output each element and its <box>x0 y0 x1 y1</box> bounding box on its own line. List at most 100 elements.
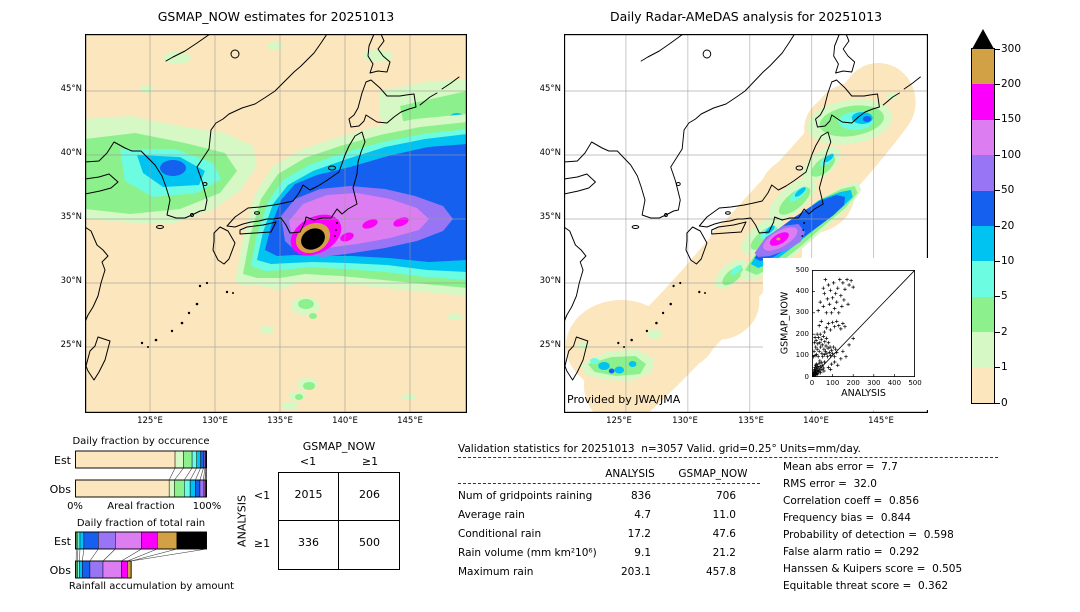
scatter-point <box>847 343 851 347</box>
precip-south-dots <box>260 297 463 410</box>
bar-segment <box>82 560 91 579</box>
scatter-point <box>845 277 849 282</box>
validation-col-analysis: ANALYSIS <box>605 468 655 480</box>
inset-xlabel: ANALYSIS <box>841 388 886 399</box>
occurrence-title: Daily fraction by occurence <box>72 436 210 447</box>
colorbar-tick-label: 300 <box>1001 42 1022 55</box>
colorbar-segment <box>972 119 994 156</box>
lon-tick-label: 130°E <box>672 416 698 426</box>
colorbar-overflow-triangle <box>972 29 994 49</box>
scatter-point <box>828 367 833 372</box>
contingency-cell-10: 336 <box>298 536 319 549</box>
scatter-point <box>829 362 834 366</box>
validation-title-rule <box>458 457 998 458</box>
scatter-point <box>835 286 840 290</box>
flow-connector <box>204 467 206 481</box>
credit-label: Provided by JWA/JMA <box>567 393 681 406</box>
occurrence-xlabel: Areal fraction <box>107 501 175 512</box>
scatter-point <box>830 320 835 325</box>
occurrence-x-max: 100% <box>192 501 222 512</box>
colorbar-tick-label: 5 <box>1001 290 1008 303</box>
bar-segment <box>184 479 191 498</box>
scatter-point <box>818 332 823 336</box>
bar-segment <box>174 450 184 469</box>
bar-segment <box>77 531 81 550</box>
scatter-point <box>827 302 832 307</box>
scatter-inset <box>812 270 915 377</box>
bar-segment <box>203 450 206 469</box>
lat-tick-label: 35°N <box>539 212 561 222</box>
bar-segment <box>83 531 99 550</box>
lat-tick-label: 25°N <box>539 340 561 350</box>
scatter-point <box>835 363 840 368</box>
bar-segment <box>75 450 176 469</box>
scatter-point <box>824 344 828 348</box>
scatter-point <box>816 335 821 340</box>
scatter-point <box>822 339 827 344</box>
validation-gsmap-value: 11.0 <box>712 509 736 521</box>
colorbar-tick <box>995 367 1000 369</box>
scatter-point <box>833 347 838 351</box>
okinawa-rain <box>577 329 663 381</box>
scatter-point <box>813 335 817 340</box>
scatter-point <box>821 304 826 309</box>
colorbar-tick <box>995 225 1000 227</box>
scatter-point <box>819 337 824 342</box>
colorbar-tick <box>995 119 1000 121</box>
scatter-point <box>824 336 829 341</box>
lon-tick-label: 145°E <box>868 416 894 426</box>
scatter-point <box>813 345 818 349</box>
scatter-point <box>815 332 819 336</box>
scatter-point <box>847 283 851 287</box>
scatter-point <box>815 347 819 351</box>
scatter-point <box>818 340 822 345</box>
scatter-point <box>832 354 837 359</box>
bar-segment <box>121 560 128 579</box>
score-line: False alarm ratio = 0.292 <box>783 546 920 558</box>
scatter-point <box>820 343 825 347</box>
scatter-point <box>830 351 835 356</box>
colorbar-frame <box>971 48 995 404</box>
bar-segment <box>77 560 80 579</box>
scatter-point <box>839 327 843 331</box>
scatter-point <box>823 349 828 354</box>
scatter-point <box>822 360 827 364</box>
colorbar-segment <box>972 84 994 120</box>
bar-segment <box>189 479 196 498</box>
scatter-point <box>832 306 837 311</box>
occurrence-row-est: Est <box>54 454 71 467</box>
scatter-point <box>829 311 834 315</box>
occurrence-row-obs: Obs <box>49 483 71 496</box>
inset-ytick-label: 400 <box>795 286 809 295</box>
bar-segment <box>176 531 207 550</box>
scatter-point <box>820 351 824 356</box>
contingency-cell-00: 2015 <box>294 488 323 501</box>
inset-xtick-label: 100 <box>825 379 840 387</box>
scatter-point <box>822 330 827 334</box>
colorbar-segment <box>972 261 994 297</box>
scatter-point <box>825 354 830 359</box>
flow-connector <box>195 467 201 481</box>
scatter-point <box>849 278 853 283</box>
scatter-point <box>839 293 843 298</box>
flow-connector <box>199 467 204 481</box>
scatter-point <box>836 323 841 328</box>
bar-segment <box>79 531 85 550</box>
bar-segment <box>199 479 204 498</box>
flow-connector <box>131 548 207 562</box>
scatter-point <box>817 361 821 366</box>
colorbar-segment <box>972 155 994 191</box>
scatter-point <box>843 324 847 329</box>
flow-connector <box>131 548 177 562</box>
colorbar-segment <box>972 296 994 333</box>
contingency-row-label-lt1: <1 <box>253 489 271 502</box>
lat-tick-label: 25°N <box>60 340 82 350</box>
bar-segment <box>157 531 178 550</box>
colorbar-tick <box>995 260 1000 262</box>
colorbar-segment <box>972 367 994 403</box>
scatter-point <box>819 319 824 324</box>
scatter-point <box>851 285 855 289</box>
colorbar-tick <box>995 48 1000 50</box>
scatter-point <box>838 277 842 282</box>
colorbar-tick-label: 200 <box>1001 77 1022 90</box>
